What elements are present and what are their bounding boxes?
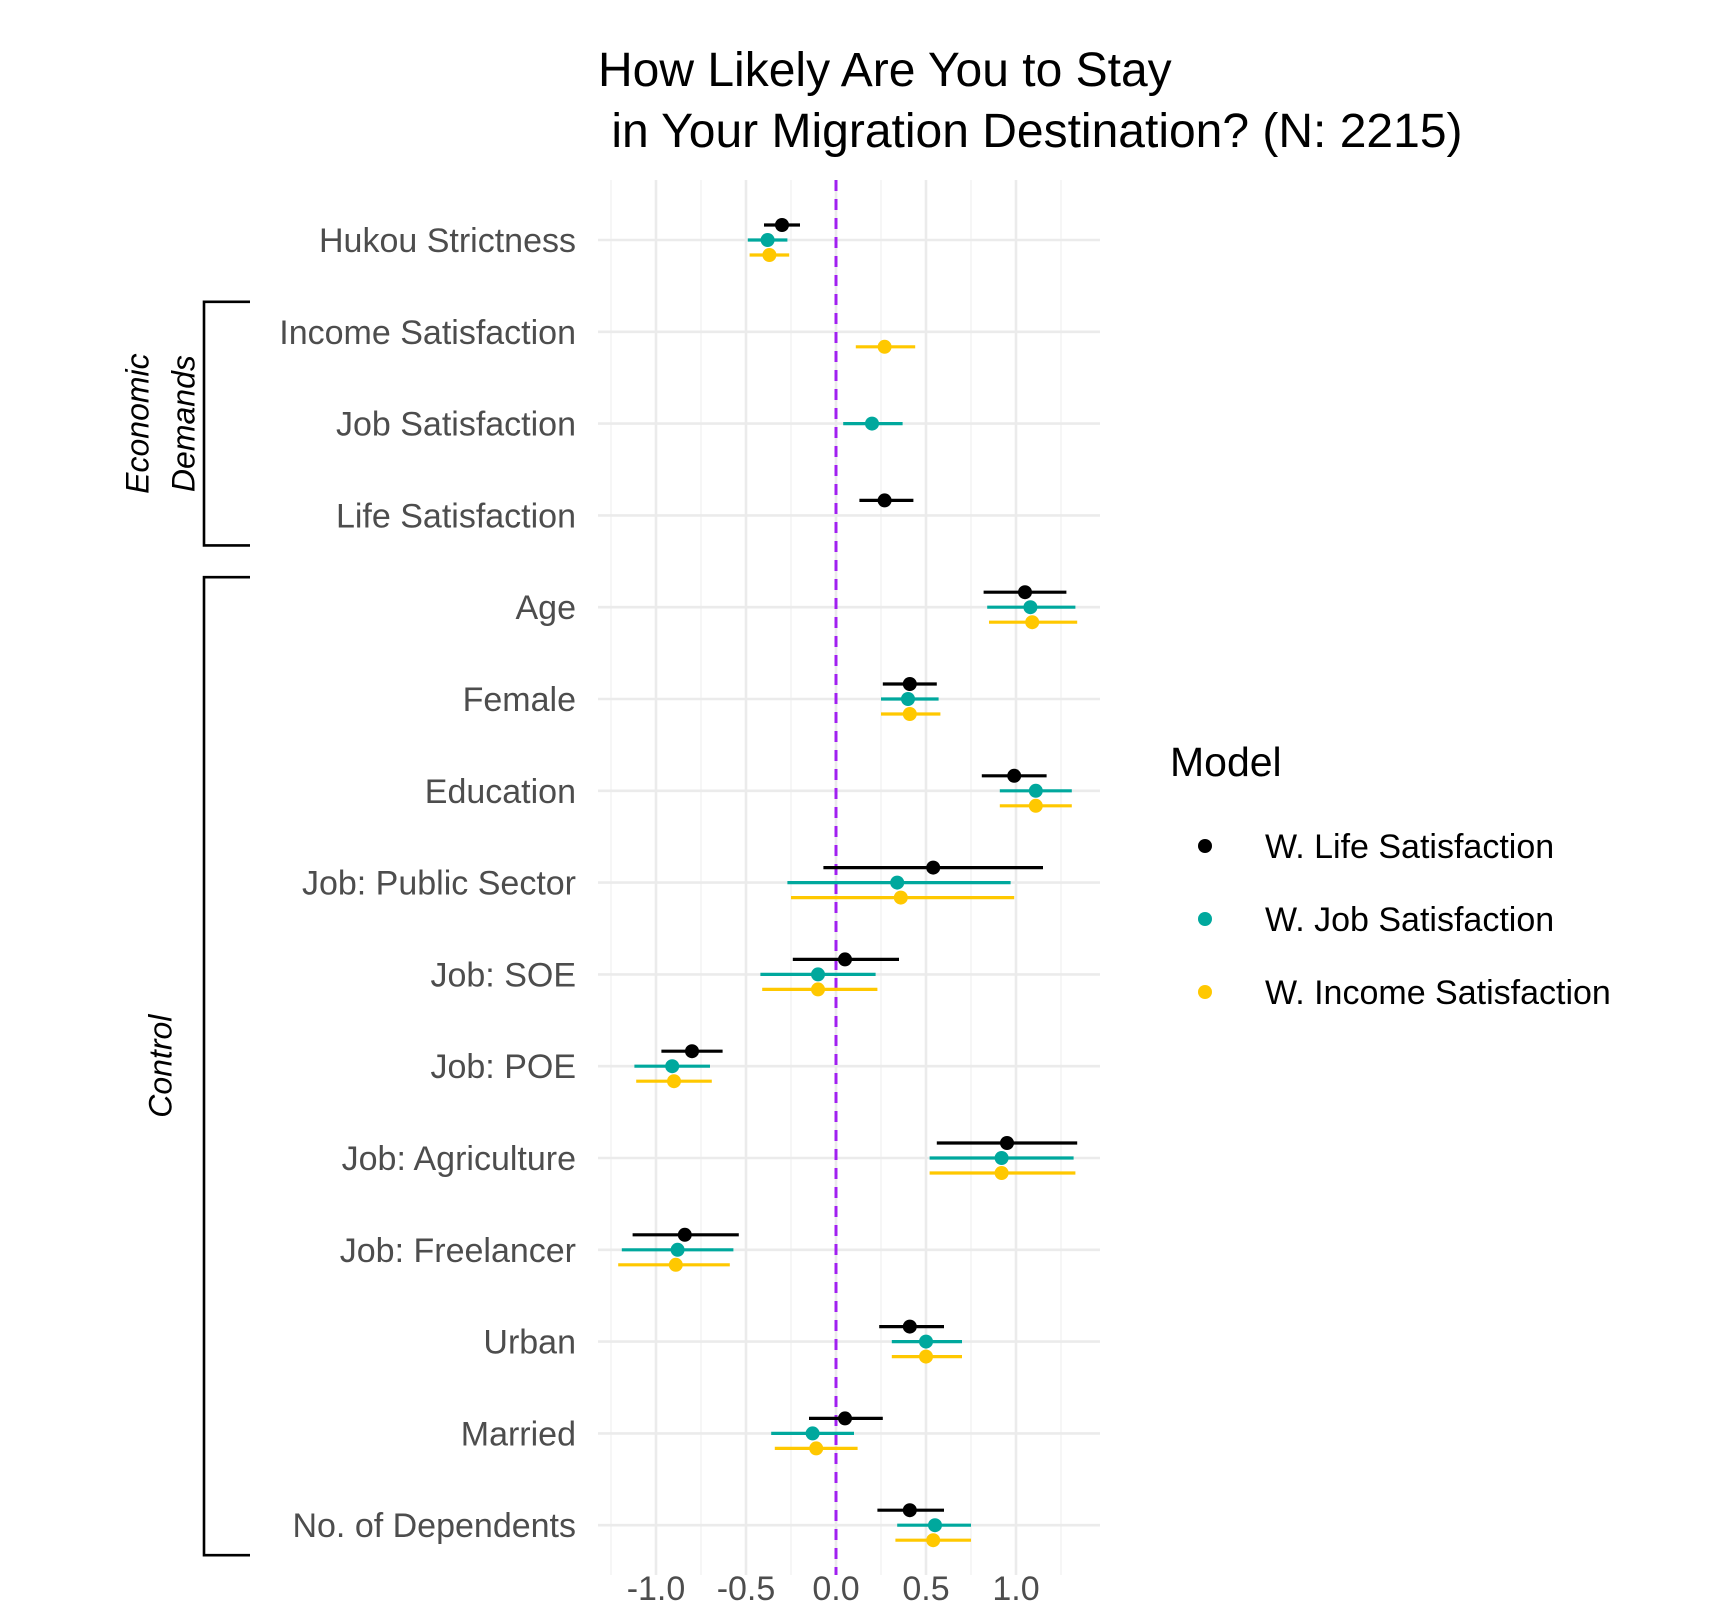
point-estimate-urban-w-job-satisfaction: [919, 1334, 933, 1349]
group-label: Demands: [165, 355, 201, 492]
term-labels: Hukou Strictness Income Satisfaction Job S…: [279, 222, 576, 1545]
term-label-no-of-dependents: No. of Dependents: [292, 1507, 576, 1545]
term-label-job-poe: Job: POE: [430, 1048, 576, 1086]
chart-title-line-2: in Your Migration Destination? (N: 2215): [598, 105, 1463, 158]
point-estimate-female-w-income-satisfaction: [902, 707, 917, 721]
group-bracket-economic-demands: [202, 300, 250, 547]
point-estimate-education-w-life-satisfaction: [1007, 768, 1022, 783]
point-estimate-urban-w-income-satisfaction: [919, 1349, 933, 1364]
point-estimate-age-w-life-satisfaction: [1018, 585, 1032, 600]
major-gridlines: [598, 180, 1100, 1575]
point-estimate-married-w-life-satisfaction: [838, 1411, 852, 1426]
point-estimate-no-of-dependents-w-life-satisfaction: [902, 1503, 917, 1518]
term-label-job-public-sector: Job: Public Sector: [302, 865, 576, 903]
point-estimate-job-agriculture-w-job-satisfaction: [994, 1151, 1009, 1165]
point-estimate-life-satisfaction-w-life-satisfaction: [877, 493, 892, 508]
legend: Model W. Life Satisfaction W. Job Satisfac…: [1170, 739, 1611, 1012]
group-label: Economic: [119, 353, 155, 494]
point-estimate-job-freelancer-w-life-satisfaction: [677, 1227, 692, 1242]
point-estimate-female-w-life-satisfaction: [902, 677, 917, 691]
point-estimate-job-soe-w-income-satisfaction: [811, 982, 825, 997]
term-label-job-soe: Job: SOE: [430, 956, 576, 994]
legend-label-w-life-satisfaction: W. Life Satisfaction: [1265, 828, 1554, 866]
legend-title: Model: [1170, 739, 1282, 785]
term-label-urban: Urban: [483, 1324, 576, 1362]
x-tick-label: -1.0: [627, 1570, 686, 1608]
point-estimate-job-freelancer-w-income-satisfaction: [668, 1257, 683, 1272]
point-estimate-job-poe-w-job-satisfaction: [665, 1059, 680, 1074]
point-estimate-education-w-job-satisfaction: [1028, 783, 1043, 798]
point-estimate-job-poe-w-life-satisfaction: [685, 1044, 699, 1059]
point-estimate-job-agriculture-w-life-satisfaction: [1000, 1136, 1014, 1150]
point-estimate-job-public-sector-w-income-satisfaction: [893, 890, 908, 905]
point-estimate-job-agriculture-w-income-satisfaction: [994, 1166, 1009, 1180]
point-estimate-hukou-strictness-w-job-satisfaction: [760, 233, 775, 247]
term-label-married: Married: [461, 1415, 576, 1453]
point-estimate-income-satisfaction-w-income-satisfaction: [877, 339, 892, 354]
term-group-brackets: Economic Demands Control: [119, 300, 250, 1557]
point-estimate-education-w-income-satisfaction: [1028, 798, 1043, 813]
term-label-job-satisfaction: Job Satisfaction: [336, 406, 576, 444]
point-estimate-job-poe-w-income-satisfaction: [667, 1074, 681, 1089]
point-estimate-job-public-sector-w-job-satisfaction: [890, 875, 905, 890]
term-label-hukou-strictness: Hukou Strictness: [319, 222, 576, 260]
point-estimate-married-w-job-satisfaction: [805, 1426, 820, 1441]
group-label: Control: [142, 1014, 178, 1118]
legend-key-w-life-satisfaction: [1198, 839, 1212, 853]
point-estimate-no-of-dependents-w-income-satisfaction: [926, 1533, 941, 1548]
legend-label-w-income-satisfaction: W. Income Satisfaction: [1265, 974, 1611, 1012]
legend-key-w-job-satisfaction: [1198, 912, 1212, 926]
point-estimate-job-satisfaction-w-job-satisfaction: [865, 416, 879, 431]
group-bracket-control: [202, 575, 250, 1557]
legend-key-w-income-satisfaction: [1198, 985, 1212, 999]
x-tick-label: 1.0: [992, 1570, 1039, 1608]
x-tick-label: 0.5: [902, 1570, 949, 1608]
point-estimate-job-public-sector-w-life-satisfaction: [926, 860, 941, 875]
point-estimate-age-w-job-satisfaction: [1023, 600, 1038, 615]
term-label-age: Age: [516, 589, 577, 627]
term-label-education: Education: [425, 773, 576, 811]
x-tick-label: 0.0: [812, 1570, 859, 1608]
x-tick-label: -0.5: [717, 1570, 776, 1608]
point-estimate-job-soe-w-life-satisfaction: [838, 952, 852, 967]
point-estimate-no-of-dependents-w-job-satisfaction: [928, 1518, 942, 1533]
term-label-job-agriculture: Job: Agriculture: [342, 1140, 576, 1178]
point-estimate-hukou-strictness-w-income-satisfaction: [762, 248, 777, 262]
x-tick-labels: -1.0 -0.5 0.0 0.5 1.0: [627, 1570, 1040, 1608]
point-estimate-married-w-income-satisfaction: [809, 1441, 824, 1456]
term-label-job-freelancer: Job: Freelancer: [340, 1232, 576, 1270]
term-label-life-satisfaction: Life Satisfaction: [336, 497, 576, 535]
point-estimate-hukou-strictness-w-life-satisfaction: [775, 218, 789, 232]
point-estimate-age-w-income-satisfaction: [1025, 615, 1040, 630]
term-label-income-satisfaction: Income Satisfaction: [279, 314, 576, 352]
point-estimate-urban-w-life-satisfaction: [902, 1319, 917, 1334]
term-label-female: Female: [463, 681, 576, 719]
coefficient-marks: [618, 218, 1078, 1548]
point-estimate-female-w-job-satisfaction: [901, 692, 915, 706]
point-estimate-job-soe-w-job-satisfaction: [811, 967, 825, 982]
chart-title-line-1: How Likely Are You to Stay: [598, 44, 1172, 97]
point-estimate-job-freelancer-w-job-satisfaction: [670, 1242, 685, 1257]
legend-label-w-job-satisfaction: W. Job Satisfaction: [1265, 901, 1554, 939]
